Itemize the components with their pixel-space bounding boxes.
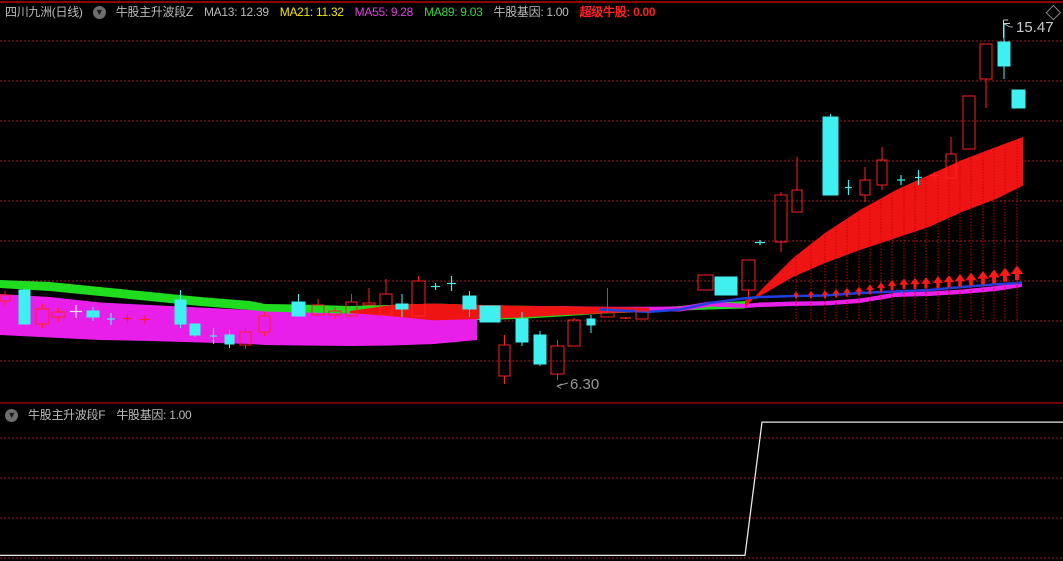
svg-text:6.30: 6.30 (570, 376, 599, 393)
svg-text:15.47: 15.47 (1016, 19, 1054, 36)
